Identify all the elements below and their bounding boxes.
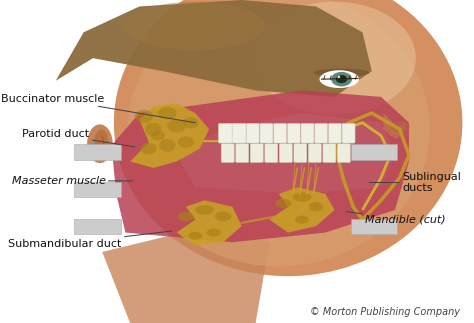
FancyBboxPatch shape: [260, 123, 273, 143]
FancyBboxPatch shape: [279, 144, 292, 162]
Text: Sublingual
ducts: Sublingual ducts: [369, 172, 461, 193]
Ellipse shape: [178, 212, 194, 221]
Text: Submandibular duct: Submandibular duct: [9, 231, 172, 249]
FancyBboxPatch shape: [273, 123, 287, 143]
Polygon shape: [111, 90, 409, 242]
Ellipse shape: [253, 2, 416, 115]
FancyBboxPatch shape: [265, 144, 278, 162]
Ellipse shape: [336, 75, 347, 83]
FancyBboxPatch shape: [246, 123, 259, 143]
Ellipse shape: [178, 136, 194, 148]
FancyBboxPatch shape: [315, 123, 328, 143]
FancyBboxPatch shape: [236, 144, 249, 162]
Polygon shape: [177, 200, 242, 245]
Polygon shape: [130, 103, 209, 168]
Polygon shape: [270, 187, 335, 233]
Ellipse shape: [188, 232, 202, 240]
Text: Buccinator muscle: Buccinator muscle: [1, 94, 195, 123]
Polygon shape: [383, 113, 404, 139]
FancyBboxPatch shape: [221, 144, 234, 162]
Ellipse shape: [128, 0, 430, 266]
Text: © Morton Publishing Company: © Morton Publishing Company: [310, 307, 460, 317]
Ellipse shape: [275, 199, 292, 208]
Polygon shape: [177, 113, 395, 194]
FancyBboxPatch shape: [74, 182, 121, 197]
FancyBboxPatch shape: [287, 123, 301, 143]
Ellipse shape: [141, 143, 157, 154]
Polygon shape: [102, 226, 270, 323]
Ellipse shape: [151, 131, 165, 141]
Ellipse shape: [392, 121, 410, 133]
FancyBboxPatch shape: [323, 144, 336, 162]
Ellipse shape: [215, 212, 231, 221]
FancyBboxPatch shape: [74, 219, 121, 234]
Ellipse shape: [87, 124, 113, 163]
FancyBboxPatch shape: [342, 123, 355, 143]
Ellipse shape: [94, 129, 109, 158]
Ellipse shape: [114, 0, 463, 276]
Ellipse shape: [145, 123, 162, 136]
FancyBboxPatch shape: [219, 123, 232, 143]
FancyBboxPatch shape: [74, 144, 121, 160]
Ellipse shape: [314, 69, 369, 77]
Polygon shape: [56, 0, 372, 97]
FancyBboxPatch shape: [309, 144, 321, 162]
Ellipse shape: [319, 70, 359, 88]
Ellipse shape: [309, 202, 323, 212]
Text: Masseter muscle: Masseter muscle: [12, 176, 132, 186]
Ellipse shape: [158, 107, 177, 120]
Ellipse shape: [159, 139, 175, 152]
Ellipse shape: [295, 216, 309, 224]
Text: Parotid duct: Parotid duct: [22, 129, 135, 147]
FancyBboxPatch shape: [301, 123, 314, 143]
Ellipse shape: [293, 192, 311, 202]
FancyBboxPatch shape: [250, 144, 263, 162]
FancyBboxPatch shape: [351, 219, 397, 234]
Ellipse shape: [331, 72, 352, 87]
FancyBboxPatch shape: [337, 144, 350, 162]
Text: Mandible (cut): Mandible (cut): [346, 212, 446, 224]
FancyBboxPatch shape: [328, 123, 341, 143]
FancyBboxPatch shape: [294, 144, 307, 162]
Ellipse shape: [167, 120, 186, 132]
FancyBboxPatch shape: [351, 144, 397, 160]
Ellipse shape: [195, 205, 214, 215]
Ellipse shape: [337, 76, 340, 78]
Ellipse shape: [182, 117, 199, 129]
FancyBboxPatch shape: [232, 123, 246, 143]
Ellipse shape: [135, 110, 154, 123]
Ellipse shape: [126, 2, 265, 50]
Ellipse shape: [207, 229, 221, 236]
